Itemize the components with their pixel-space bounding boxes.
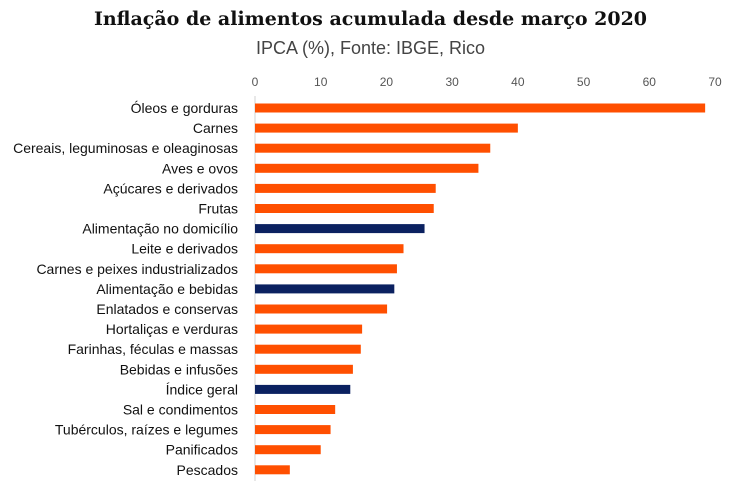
bar	[255, 103, 706, 113]
bar	[255, 364, 353, 374]
category-label: Bebidas e infusões	[120, 361, 238, 377]
bar	[255, 224, 425, 234]
category-label: Panificados	[166, 442, 238, 458]
x-tick-label: 60	[643, 75, 657, 89]
bar	[255, 284, 395, 294]
category-label: Leite e derivados	[131, 241, 238, 257]
bar	[255, 183, 436, 193]
bar	[255, 244, 404, 254]
chart-subtitle: IPCA (%), Fonte: IBGE, Rico	[255, 38, 486, 58]
x-tick-label: 10	[314, 75, 328, 89]
bar	[255, 143, 491, 153]
bar	[255, 163, 479, 173]
x-tick-label: 0	[252, 75, 259, 89]
bar	[255, 405, 336, 414]
x-tick-label: 30	[445, 75, 459, 89]
bar	[255, 384, 351, 394]
bar	[255, 123, 518, 133]
bar	[255, 344, 361, 354]
category-label: Alimentação e bebidas	[96, 281, 238, 297]
bar	[255, 264, 397, 274]
bar	[255, 204, 434, 213]
x-tick-label: 70	[708, 75, 722, 89]
category-label: Hortaliças e verduras	[106, 321, 238, 337]
category-label: Carnes	[193, 120, 238, 136]
chart-title: Inflação de alimentos acumulada desde ma…	[93, 8, 648, 30]
category-label: Pescados	[177, 462, 238, 478]
x-tick-label: 50	[577, 75, 591, 89]
bar	[255, 425, 331, 435]
category-label: Açúcares e derivados	[103, 180, 238, 196]
category-label: Carnes e peixes industrializados	[36, 261, 238, 277]
x-tick-label: 20	[380, 75, 394, 89]
category-label: Frutas	[198, 201, 238, 217]
bar	[255, 445, 321, 455]
category-label: Tubérculos, raízes e legumes	[55, 422, 238, 438]
bar	[255, 465, 290, 475]
bar	[255, 324, 363, 334]
category-label: Enlatados e conservas	[96, 301, 238, 317]
bar	[255, 304, 388, 314]
category-label: Sal e condimentos	[123, 402, 238, 418]
category-label: Aves e ovos	[162, 160, 238, 176]
category-label: Farinhas, féculas e massas	[68, 341, 238, 357]
category-label: Óleos e gorduras	[131, 100, 238, 116]
x-tick-label: 40	[511, 75, 525, 89]
category-label: Alimentação no domicílio	[82, 221, 238, 237]
category-label: Cereais, leguminosas e oleaginosas	[13, 140, 238, 156]
category-label: Índice geral	[166, 381, 238, 397]
